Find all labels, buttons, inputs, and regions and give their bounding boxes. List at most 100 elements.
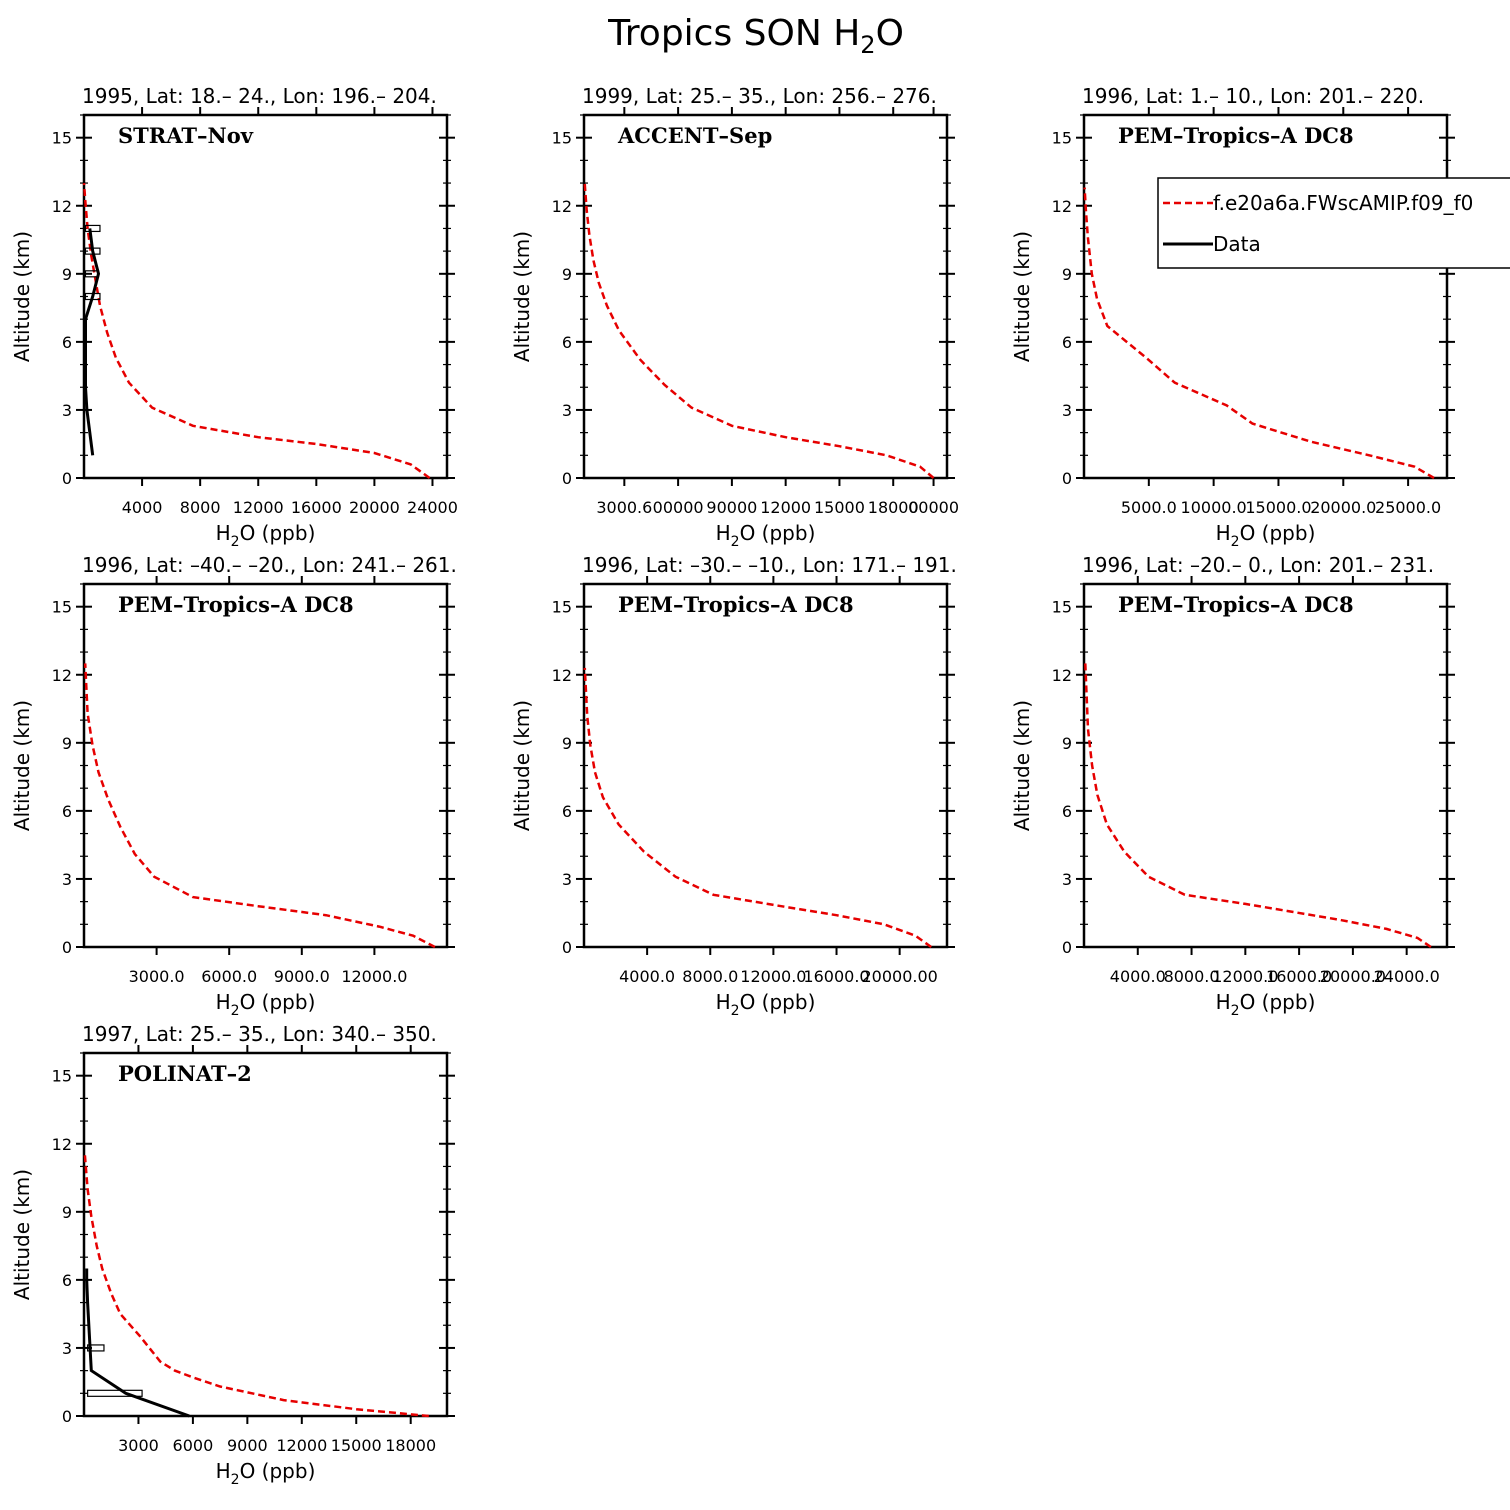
y-tick-label: 0 — [1062, 938, 1072, 957]
panel-subtitle: 1996, Lat: –20.– 0., Lon: 201.– 231. — [1082, 553, 1434, 577]
x-tick-label: 15000 — [331, 1436, 382, 1455]
model-series-line — [1084, 663, 1432, 949]
data-series-line — [84, 228, 101, 456]
x-axis-label: H2O (ppb) — [716, 521, 816, 550]
legend-box — [1157, 177, 1510, 269]
campaign-label: PEM–Tropics–A DC8 — [1118, 592, 1354, 617]
panel-7: 1997, Lat: 25.– 35., Lon: 340.– 350. POLI… — [10, 1022, 455, 1488]
panel-subtitle: 1996, Lat: –40.– –20., Lon: 241.– 261. — [82, 553, 457, 577]
model-series-line — [83, 1155, 429, 1418]
x-tick-label: 4000 — [122, 498, 163, 517]
y-tick-label: 3 — [1062, 401, 1072, 420]
x-tick-label: 15000.0 — [1245, 498, 1311, 517]
y-tick-label: 15 — [552, 598, 572, 617]
plot-frame — [82, 113, 449, 480]
y-tick-label: 3 — [1062, 870, 1072, 889]
panel-subtitle: 1995, Lat: 18.– 24., Lon: 196.– 204. — [82, 84, 437, 108]
model-series-line — [83, 663, 436, 949]
data-range-box — [87, 1389, 143, 1397]
y-axis-label: Altitude (km) — [510, 231, 534, 362]
y-axis-label: Altitude (km) — [510, 700, 534, 831]
x-tick-label: 8000 — [180, 498, 221, 517]
y-tick-label: 9 — [562, 265, 572, 284]
x-axis-label: H2O (ppb) — [1216, 990, 1316, 1019]
data-series-line — [85, 1268, 190, 1418]
y-tick-label: 3 — [62, 870, 72, 889]
y-tick-label: 15 — [1052, 129, 1072, 148]
x-tick-label: 10000.0 — [1181, 498, 1247, 517]
x-tick-label: 24000 — [407, 498, 458, 517]
x-axis-label: H2O (ppb) — [216, 521, 316, 550]
x-tick-label: 4000.0 — [1110, 967, 1166, 986]
campaign-label: PEM–Tropics–A DC8 — [1118, 123, 1354, 148]
legend-data-label: Data — [1213, 232, 1261, 256]
x-tick-label: 18000 — [385, 1436, 436, 1455]
plot-frame — [582, 582, 949, 949]
x-tick-label: 18000 — [868, 498, 919, 517]
panel-1: 1995, Lat: 18.– 24., Lon: 196.– 204. STRA… — [10, 84, 458, 550]
y-axis-label: Altitude (km) — [10, 231, 34, 362]
campaign-label: ACCENT–Sep — [617, 123, 772, 148]
y-tick-label: 9 — [62, 734, 72, 753]
x-axis-label: H2O (ppb) — [216, 990, 316, 1019]
model-series-line — [583, 183, 935, 479]
x-tick-label: 9000 — [227, 1436, 268, 1455]
y-axis-label: Altitude (km) — [10, 1169, 34, 1300]
y-tick-label: 12 — [52, 666, 72, 685]
panel-subtitle: 1996, Lat: –30.– –10., Lon: 171.– 191. — [582, 553, 957, 577]
y-tick-label: 12 — [52, 197, 72, 216]
y-tick-label: 6 — [62, 802, 72, 821]
panel-2: 1999, Lat: 25.– 35., Lon: 256.– 276. ACCE… — [510, 84, 959, 550]
panel-subtitle: 1996, Lat: 1.– 10., Lon: 201.– 220. — [1082, 84, 1424, 108]
plot-frame — [82, 582, 449, 949]
y-axis-label: Altitude (km) — [1010, 231, 1034, 362]
panel-4: 1996, Lat: –40.– –20., Lon: 241.– 261. PE… — [10, 553, 457, 1019]
y-tick-label: 12 — [1052, 197, 1072, 216]
y-tick-label: 15 — [552, 129, 572, 148]
y-tick-label: 9 — [1062, 265, 1072, 284]
legend-model-label: f.e20a6a.FWscAMIP.f09_f0 — [1213, 191, 1473, 215]
y-tick-label: 3 — [62, 1339, 72, 1358]
x-tick-label: 16000.0 — [1266, 967, 1332, 986]
x-tick-label: 9000.0 — [274, 967, 330, 986]
x-tick-label: 15000 — [814, 498, 865, 517]
figure-title: Tropics SON H2O — [607, 13, 904, 59]
x-tick-label: 12000 — [276, 1436, 327, 1455]
y-tick-label: 6 — [62, 1271, 72, 1290]
x-tick-label: 24000.0 — [1374, 967, 1440, 986]
y-tick-label: 0 — [1062, 469, 1072, 488]
panels-group: 1995, Lat: 18.– 24., Lon: 196.– 204. STRA… — [10, 84, 1455, 1488]
panel-6: 1996, Lat: –20.– 0., Lon: 201.– 231. PEM–… — [1010, 553, 1455, 1019]
x-tick-label: 12000 — [233, 498, 284, 517]
x-tick-label: 12000.0 — [341, 967, 407, 986]
y-axis-label: Altitude (km) — [10, 700, 34, 831]
x-tick-label: 3000.6 — [596, 498, 652, 517]
y-tick-label: 6 — [62, 333, 72, 352]
data-range-box — [84, 247, 101, 255]
data-range-box — [84, 292, 101, 301]
y-tick-label: 3 — [562, 870, 572, 889]
panel-subtitle: 1999, Lat: 25.– 35., Lon: 256.– 276. — [582, 84, 937, 108]
model-series-line — [583, 667, 932, 949]
x-tick-label: 20000 — [349, 498, 400, 517]
y-tick-label: 0 — [562, 469, 572, 488]
y-tick-label: 3 — [562, 401, 572, 420]
panel-subtitle: 1997, Lat: 25.– 35., Lon: 340.– 350. — [82, 1022, 437, 1046]
x-tick-label: 00000 — [653, 498, 704, 517]
y-axis-label: Altitude (km) — [1010, 700, 1034, 831]
panel-5: 1996, Lat: –30.– –10., Lon: 171.– 191. PE… — [510, 553, 957, 1019]
y-tick-label: 9 — [62, 1203, 72, 1222]
x-tick-label: 20000.0 — [1310, 498, 1376, 517]
panel-3: 1996, Lat: 1.– 10., Lon: 201.– 220. PEM–T… — [1010, 84, 1455, 550]
x-tick-label: 20000.00 — [861, 967, 937, 986]
data-range-box — [84, 224, 101, 233]
x-tick-label: 3000.0 — [129, 967, 185, 986]
data-range-box — [87, 1344, 105, 1352]
x-tick-label: 00000 — [908, 498, 959, 517]
y-tick-label: 6 — [1062, 333, 1072, 352]
x-tick-label: 12000.0 — [740, 967, 806, 986]
x-axis-label: H2O (ppb) — [216, 1459, 316, 1488]
y-tick-label: 6 — [562, 802, 572, 821]
y-tick-label: 3 — [62, 401, 72, 420]
y-tick-label: 15 — [1052, 598, 1072, 617]
